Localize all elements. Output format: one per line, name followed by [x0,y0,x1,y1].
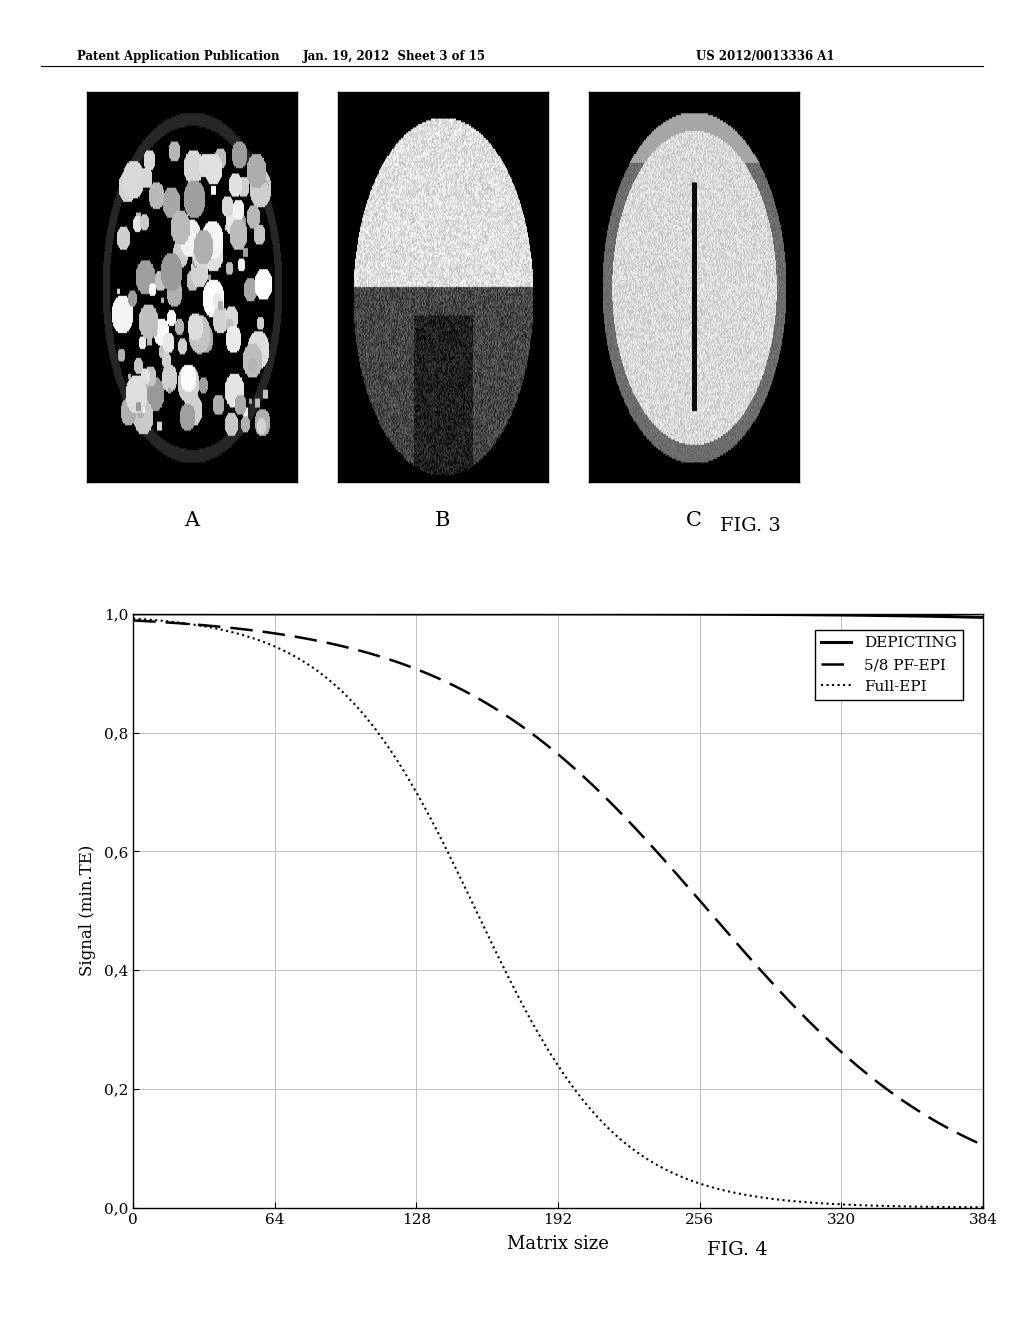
Text: A: A [184,511,200,529]
Text: Jan. 19, 2012  Sheet 3 of 15: Jan. 19, 2012 Sheet 3 of 15 [303,50,485,63]
X-axis label: Matrix size: Matrix size [507,1236,609,1253]
Legend: DEPICTING, 5/8 PF-EPI, Full-EPI: DEPICTING, 5/8 PF-EPI, Full-EPI [815,631,963,700]
Text: FIG. 4: FIG. 4 [707,1241,768,1259]
Text: C: C [686,511,701,529]
Text: FIG. 3: FIG. 3 [720,517,780,536]
Text: US 2012/0013336 A1: US 2012/0013336 A1 [696,50,835,63]
Y-axis label: Signal (min.TE): Signal (min.TE) [79,845,95,977]
Text: B: B [435,511,451,529]
Text: Patent Application Publication: Patent Application Publication [77,50,280,63]
